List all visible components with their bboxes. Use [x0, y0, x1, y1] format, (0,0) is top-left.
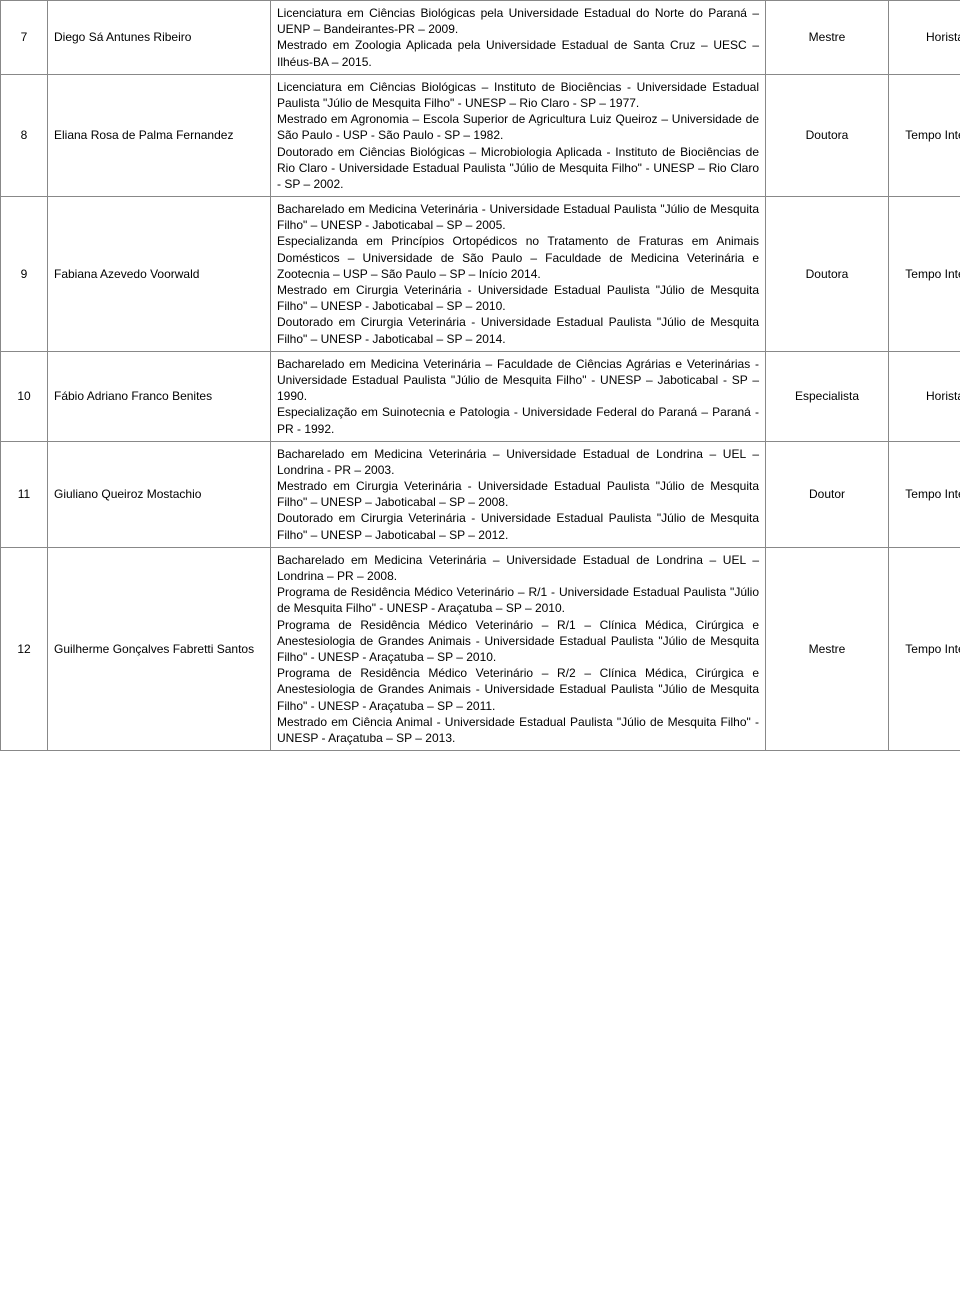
- faculty-title: Doutora: [766, 197, 889, 352]
- faculty-description: Licenciatura em Ciências Biológicas – In…: [271, 74, 766, 196]
- row-number: 9: [1, 197, 48, 352]
- faculty-name: Fabiana Azevedo Voorwald: [48, 197, 271, 352]
- faculty-title: Mestre: [766, 1, 889, 75]
- table-row: 9Fabiana Azevedo VoorwaldBacharelado em …: [1, 197, 960, 352]
- faculty-name: Giuliano Queiroz Mostachio: [48, 441, 271, 547]
- faculty-description: Licenciatura em Ciências Biológicas pela…: [271, 1, 766, 75]
- faculty-description: Bacharelado em Medicina Veterinária – Un…: [271, 441, 766, 547]
- faculty-regime: Horista: [889, 1, 960, 75]
- table-row: 11Giuliano Queiroz MostachioBacharelado …: [1, 441, 960, 547]
- faculty-title: Doutora: [766, 74, 889, 196]
- row-number: 11: [1, 441, 48, 547]
- row-number: 10: [1, 351, 48, 441]
- faculty-table: 7Diego Sá Antunes RibeiroLicenciatura em…: [0, 0, 960, 751]
- faculty-name: Guilherme Gonçalves Fabretti Santos: [48, 547, 271, 750]
- faculty-title: Especialista: [766, 351, 889, 441]
- row-number: 12: [1, 547, 48, 750]
- faculty-description: Bacharelado em Medicina Veterinária - Un…: [271, 197, 766, 352]
- faculty-description: Bacharelado em Medicina Veterinária – Un…: [271, 547, 766, 750]
- faculty-regime: Tempo Integral: [889, 441, 960, 547]
- table-row: 12Guilherme Gonçalves Fabretti SantosBac…: [1, 547, 960, 750]
- faculty-regime: Horista: [889, 351, 960, 441]
- faculty-name: Eliana Rosa de Palma Fernandez: [48, 74, 271, 196]
- table-row: 10Fábio Adriano Franco BenitesBacharelad…: [1, 351, 960, 441]
- table-row: 8Eliana Rosa de Palma FernandezLicenciat…: [1, 74, 960, 196]
- row-number: 7: [1, 1, 48, 75]
- faculty-name: Fábio Adriano Franco Benites: [48, 351, 271, 441]
- faculty-title: Mestre: [766, 547, 889, 750]
- faculty-title: Doutor: [766, 441, 889, 547]
- faculty-regime: Tempo Integral: [889, 74, 960, 196]
- faculty-regime: Tempo Integral: [889, 547, 960, 750]
- faculty-name: Diego Sá Antunes Ribeiro: [48, 1, 271, 75]
- faculty-description: Bacharelado em Medicina Veterinária – Fa…: [271, 351, 766, 441]
- row-number: 8: [1, 74, 48, 196]
- table-row: 7Diego Sá Antunes RibeiroLicenciatura em…: [1, 1, 960, 75]
- faculty-regime: Tempo Integral: [889, 197, 960, 352]
